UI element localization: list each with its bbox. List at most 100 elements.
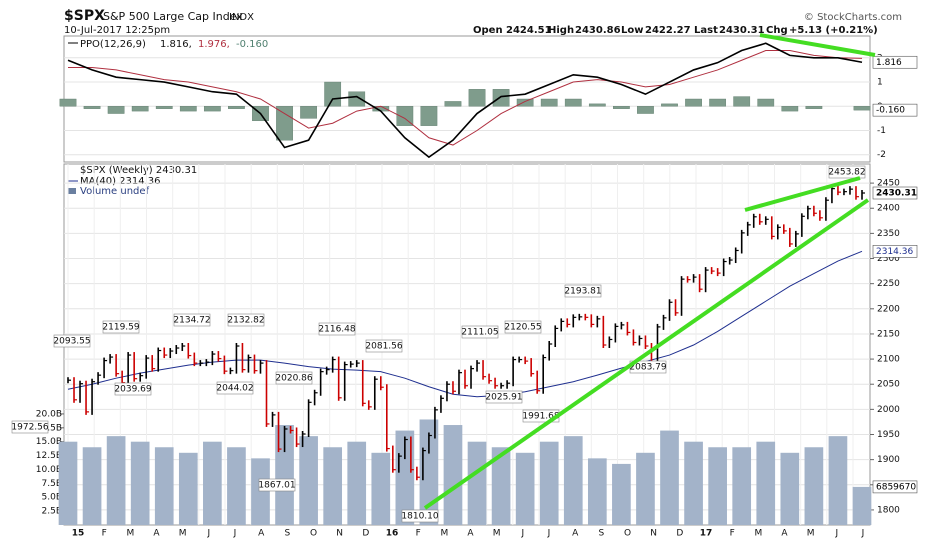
volume-bar: [756, 441, 776, 525]
y-tick-label: 2.5B: [42, 507, 63, 517]
quote-value: 2430.31: [719, 25, 765, 36]
legend-text: 1.816,: [160, 39, 192, 50]
x-tick-label: 16: [386, 529, 399, 539]
annotation-box: [258, 478, 296, 492]
x-tick-label: S: [284, 529, 290, 539]
x-tick-label: O: [310, 529, 317, 539]
x-tick-label: D: [362, 529, 369, 539]
plot: 1800185019001950200020502100215022002250…: [11, 42, 918, 539]
ppo-histogram: [661, 103, 678, 107]
quote: Open 2424.51 High 2430.86 Low 2422.27 La…: [473, 25, 878, 36]
ppo-histogram: [468, 89, 486, 107]
x-tick-label: A: [781, 529, 788, 539]
volume-bar: [419, 419, 439, 525]
x-tick-label: D: [676, 529, 683, 539]
ppo-histogram: [781, 106, 799, 112]
x-tick-label: A: [467, 529, 474, 539]
credit: © StockCharts.com: [804, 12, 902, 23]
volume-bar: [563, 436, 583, 525]
x-tick-label: A: [572, 529, 579, 539]
quote-value: 2422.27: [645, 25, 691, 36]
y-tick-label: 2250: [877, 279, 900, 289]
ppo-histogram: [179, 106, 197, 112]
trend-line: [423, 198, 870, 510]
x-tick-label: M: [440, 529, 448, 539]
ppo-histogram: [709, 98, 727, 107]
annotation: 2020.86: [275, 374, 312, 384]
y-tick-label: 10.0B: [36, 465, 62, 475]
ppo-histogram: [540, 98, 558, 107]
y-tick-label: 2200: [877, 304, 900, 314]
last-value-box: [872, 186, 918, 200]
legend-text: $SPX (Weekly) 2430.31: [80, 165, 197, 176]
y-tick-label: 2400: [877, 204, 900, 214]
volume-bar: [804, 447, 824, 525]
volume-bar: [251, 458, 270, 525]
volume-bar: [58, 441, 78, 525]
last-value-box: [872, 103, 918, 117]
ppo-line: [67, 42, 863, 159]
last-value: 1.816: [876, 58, 902, 68]
x-tick-label: M: [126, 529, 134, 539]
x-tick-label: J: [861, 529, 865, 539]
annotation: 2119.59: [102, 323, 139, 333]
y-tick-label: 7.5B: [42, 479, 63, 489]
last-value-box: [872, 55, 918, 69]
annotation: 2025.91: [485, 393, 522, 403]
volume-bar: [395, 430, 415, 525]
last-value: 6859670: [876, 482, 916, 492]
x-tick-label: N: [336, 529, 343, 539]
x-tick-label: S: [598, 529, 604, 539]
annotation-box: [114, 382, 152, 396]
annotation-box: [504, 320, 542, 334]
quote-label: Chg: [766, 25, 788, 36]
symbol: $SPX: [64, 8, 105, 24]
volume-bar: [491, 447, 511, 525]
ppo-histogram: [685, 98, 702, 107]
volume-bar: [275, 425, 294, 525]
ppo-histogram: [420, 106, 438, 126]
ppo-histogram: [83, 106, 101, 109]
y-tick-label: 17.5B: [36, 423, 62, 433]
ppo-histogram: [276, 106, 293, 141]
y-tick-label: 12.5B: [36, 451, 62, 461]
trend-line: [759, 33, 876, 57]
annotation: 2093.55: [53, 337, 90, 347]
annotation: 2116.48: [318, 325, 355, 335]
volume-bar: [154, 447, 174, 525]
quote-label: Low: [621, 25, 643, 36]
y-tick-label: 2150: [877, 329, 900, 339]
volume-bar: [371, 452, 391, 525]
x-tick-label: 17: [700, 529, 713, 539]
x-tick-label: N: [650, 529, 657, 539]
x-tick-label: J: [835, 529, 839, 539]
y-tick-label: 1950: [877, 430, 900, 440]
ppo-histogram: [59, 98, 77, 107]
x-tick-label: M: [179, 529, 187, 539]
x-tick-label: F: [730, 529, 735, 539]
ppo-histogram: [588, 103, 606, 107]
annotation: 2081.56: [365, 342, 402, 352]
ppo-histogram: [300, 106, 317, 119]
volume-bar: [732, 447, 752, 525]
volume-bar: [539, 441, 559, 525]
annotation: 1991.68: [522, 412, 559, 422]
annotation-box: [216, 381, 254, 395]
annotation-box: [173, 313, 211, 327]
last-value: -0.160: [876, 106, 905, 116]
volume-bar: [612, 463, 631, 525]
ppo-histogram: [613, 106, 630, 109]
y-tick-label: 2300: [877, 254, 900, 264]
x-tick-label: J: [547, 529, 551, 539]
annotation-box: [461, 325, 499, 339]
subtitle: S&P 500 Large Cap Index: [103, 10, 243, 23]
x-tick-label: M: [807, 529, 815, 539]
volume-bar: [82, 447, 102, 525]
ppo-histogram: [757, 98, 775, 107]
last-value-box: [872, 480, 918, 494]
annotation: 2134.72: [173, 316, 210, 326]
volume-bar: [106, 436, 126, 525]
ppo-line: [68, 50, 863, 146]
volume-bar: [828, 436, 848, 525]
last-value-box: [872, 245, 918, 258]
